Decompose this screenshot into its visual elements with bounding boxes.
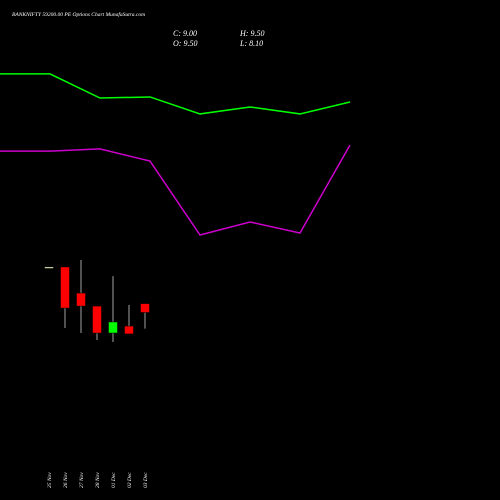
indicator-line (0, 144, 351, 236)
x-tick-label: 02 Dec (127, 472, 133, 488)
candle-body (92, 305, 102, 334)
chart-title: BANKNIFTY 59200.00 PE Options Chart Muna… (12, 11, 145, 18)
x-tick-label: 27 Nov (79, 472, 85, 488)
ohlc-info: H: 9.50 (239, 29, 264, 38)
x-tick-label: 25 Nov (47, 472, 53, 488)
ohlc-info: O: 9.50 (173, 39, 197, 48)
indicator-line (0, 73, 351, 115)
x-tick-label: 28 Nov (95, 472, 101, 488)
candle-body (44, 266, 54, 269)
ohlc-info: C: 9.00 (173, 29, 197, 38)
x-tick-label: 03 Dec (143, 472, 149, 488)
candle-body (108, 321, 118, 334)
ohlc-info: L: 8.10 (239, 39, 263, 48)
x-tick-label: 01 Dec (111, 472, 117, 488)
candle-body (140, 303, 150, 313)
candle-body (124, 325, 134, 335)
candle-body (60, 266, 70, 309)
candle-body (76, 292, 86, 307)
x-tick-label: 26 Nov (63, 472, 69, 488)
